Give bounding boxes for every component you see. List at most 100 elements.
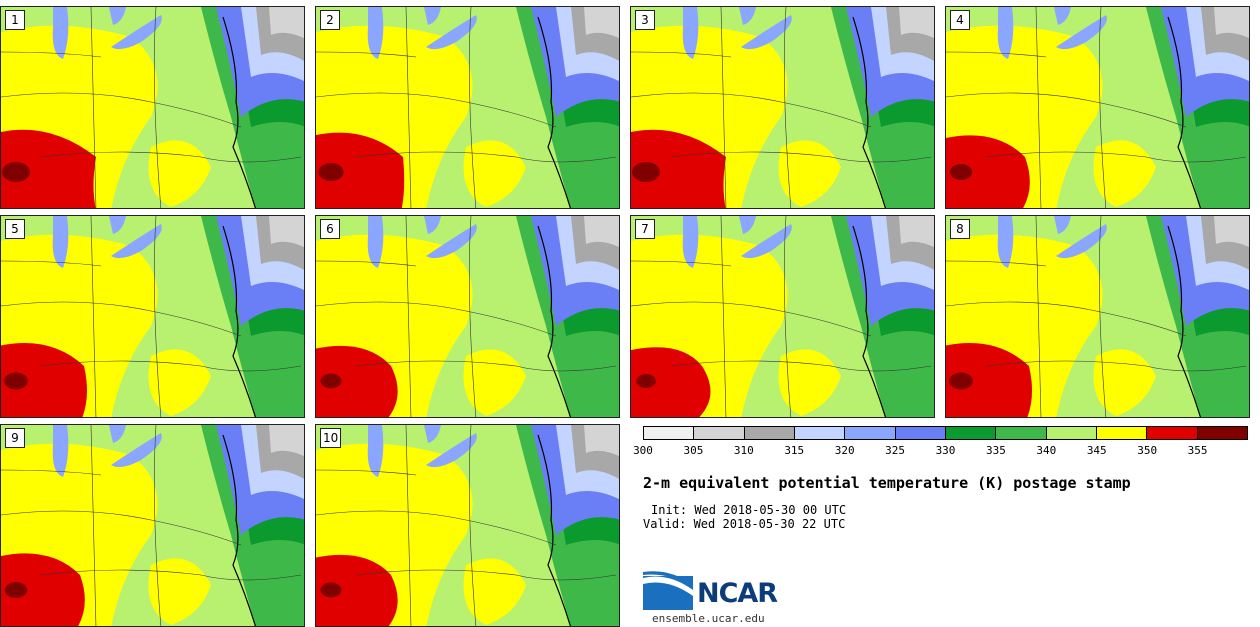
field-355 — [2, 162, 30, 182]
panel-number-label: 3 — [635, 10, 655, 30]
field-355 — [320, 582, 342, 598]
state-border — [355, 360, 617, 372]
field-305 — [269, 425, 304, 457]
state-border — [670, 360, 932, 372]
state-border — [985, 360, 1247, 372]
field-355 — [636, 374, 656, 388]
state-border — [631, 92, 872, 128]
coastline — [1167, 16, 1202, 208]
field-350 — [946, 135, 1030, 208]
field-305 — [269, 216, 304, 248]
map-field — [946, 7, 1249, 208]
lake-huron — [109, 216, 126, 234]
panel-number-label: 4 — [950, 10, 970, 30]
lake-michigan — [682, 216, 699, 268]
state-border — [40, 569, 302, 581]
coastline — [537, 225, 572, 417]
colorbar-segment — [895, 427, 946, 439]
coastline — [1167, 225, 1202, 417]
field-355 — [320, 373, 342, 389]
init-time: Init: Wed 2018-05-30 00 UTC — [651, 503, 847, 517]
colorbar-tick-label: 345 — [1086, 444, 1107, 457]
state-border — [1, 301, 242, 337]
field-345 — [1093, 140, 1156, 207]
panel-number-label: 10 — [320, 428, 342, 448]
field-350 — [316, 132, 405, 208]
field-345 — [148, 558, 211, 625]
lake-erie — [111, 433, 162, 468]
state-border — [1, 510, 242, 546]
state-border — [631, 7, 792, 208]
lake-erie — [111, 224, 162, 259]
map-panel: 5 — [0, 215, 305, 418]
lake-huron — [424, 7, 441, 25]
state-border — [316, 7, 477, 208]
ncar-logo-icon — [643, 571, 693, 610]
field-350 — [1, 129, 96, 208]
field-345 — [148, 349, 211, 416]
state-border — [946, 301, 1187, 337]
lake-erie — [426, 224, 477, 259]
colorbar-segment — [996, 427, 1047, 439]
panel-number-label: 9 — [5, 428, 25, 448]
field-355 — [4, 582, 28, 598]
colorbar-tick-label: 305 — [683, 444, 704, 457]
state-border — [946, 216, 1107, 417]
panel-number-label: 2 — [320, 10, 340, 30]
coastline — [537, 16, 572, 208]
field-355 — [949, 372, 973, 390]
lake-michigan — [367, 425, 384, 477]
lake-huron — [109, 7, 126, 25]
colorbar-ticks: 300 305 310 315 320 325 330 335 340 345 350 355 — [633, 444, 1248, 460]
panel-number-label: 1 — [5, 10, 25, 30]
state-border — [316, 92, 557, 128]
map-panel: 9 — [0, 424, 305, 627]
colorbar-segment — [1046, 427, 1097, 439]
map-panel: 6 — [315, 215, 620, 418]
lake-huron — [739, 216, 756, 234]
state-border — [670, 151, 932, 163]
panel-number-label: 8 — [950, 219, 970, 239]
state-border — [946, 7, 1107, 208]
lake-erie — [426, 15, 477, 50]
field-305 — [269, 7, 304, 39]
lake-michigan — [997, 7, 1014, 59]
lake-huron — [1054, 216, 1071, 234]
field-355 — [318, 163, 344, 181]
lake-erie — [426, 433, 477, 468]
lake-michigan — [367, 216, 384, 268]
field-355 — [632, 162, 660, 182]
state-border — [40, 360, 302, 372]
field-350 — [946, 343, 1032, 417]
map-panel: 10 — [315, 424, 620, 627]
field-355 — [949, 164, 973, 180]
map-panel: 2 — [315, 6, 620, 209]
field-355 — [4, 372, 28, 390]
map-field — [316, 216, 619, 417]
state-border — [316, 301, 557, 337]
field-305 — [1214, 216, 1249, 248]
field-305 — [899, 7, 934, 39]
field-305 — [584, 425, 619, 457]
map-panel: 8 — [945, 215, 1250, 418]
map-field — [946, 216, 1249, 417]
figure-title: 2-m equivalent potential temperature (K)… — [643, 474, 1131, 492]
field-350 — [631, 347, 711, 417]
colorbar-tick-label: 325 — [885, 444, 906, 457]
state-border — [985, 151, 1247, 163]
state-border — [40, 151, 302, 163]
valid-time: Valid: Wed 2018-05-30 22 UTC — [643, 517, 846, 531]
map-panel: 3 — [630, 6, 935, 209]
state-border — [946, 92, 1187, 128]
field-345 — [778, 140, 841, 207]
lake-erie — [741, 224, 792, 259]
colorbar-tick-label: 300 — [633, 444, 653, 457]
field-345 — [463, 558, 526, 625]
lake-michigan — [52, 216, 69, 268]
field-345 — [463, 140, 526, 207]
colorbar-segment — [744, 427, 795, 439]
map-field — [316, 425, 619, 626]
map-field — [316, 7, 619, 208]
colorbar-segment — [1096, 427, 1148, 439]
colorbar-tick-label: 320 — [834, 444, 855, 457]
